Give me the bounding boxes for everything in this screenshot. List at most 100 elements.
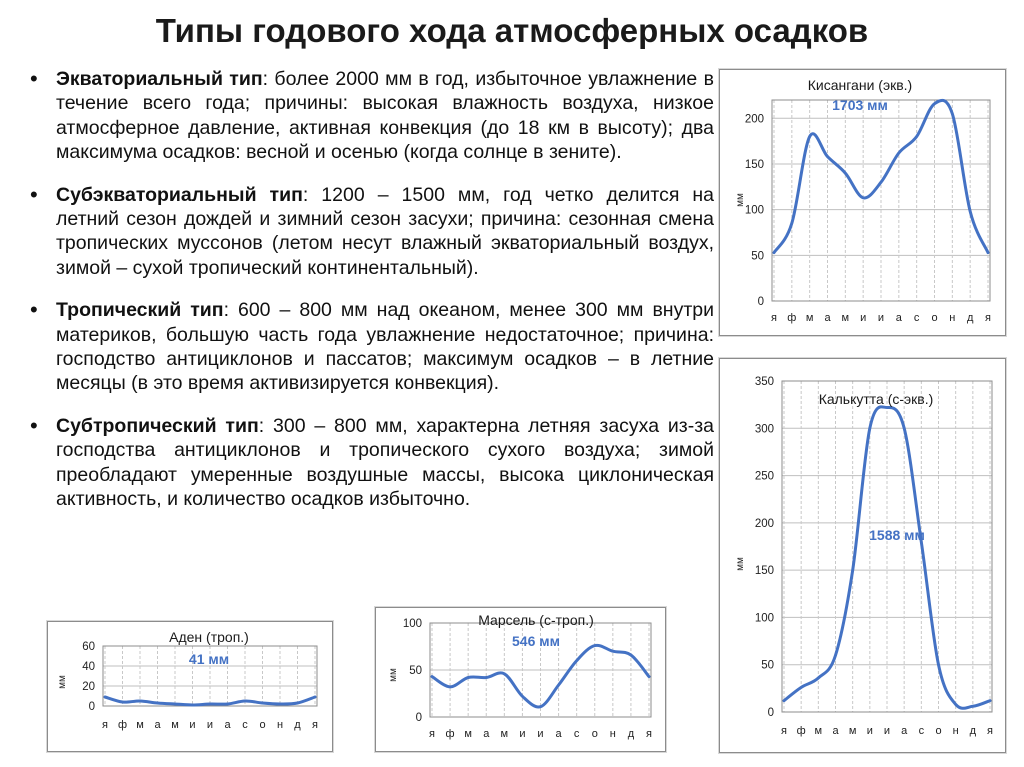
chart-total-label: 1703 мм — [832, 97, 888, 113]
data-point — [988, 699, 992, 702]
data-point — [968, 210, 972, 213]
data-point — [897, 151, 901, 155]
data-point — [879, 181, 883, 184]
x-tick-label: и — [878, 312, 884, 324]
x-tick-label: м — [815, 725, 823, 737]
data-point — [647, 675, 651, 678]
data-point — [861, 196, 865, 199]
chart-aden: 0 20 40 60 я ф м а м и и а с о н д я мм Аден (троп.) 41 мм — [47, 621, 333, 752]
data-point — [611, 650, 615, 653]
y-tick-label: 300 — [755, 423, 774, 435]
x-tick-label: м — [136, 719, 144, 731]
data-point — [986, 251, 990, 254]
data-point — [844, 171, 847, 175]
x-tick-label: я — [771, 312, 777, 324]
x-tick-label: н — [953, 725, 959, 737]
data-point — [575, 659, 578, 662]
bullet-icon: • — [30, 297, 38, 323]
data-point — [790, 222, 794, 225]
page-title: Типы годового хода атмосферных осадков — [155, 12, 869, 49]
plot-area — [781, 380, 993, 713]
data-point — [808, 135, 811, 138]
y-tick-label: 0 — [416, 712, 422, 724]
data-point — [485, 676, 488, 679]
data-point — [138, 699, 142, 703]
y-tick-label: 20 — [82, 681, 95, 693]
x-tick-label: а — [556, 728, 563, 740]
data-point — [313, 695, 317, 699]
x-tick-label: д — [967, 312, 974, 324]
x-tick-label: с — [574, 728, 580, 740]
item-text: : 600 – 800 мм над океаном, менее 300 мм… — [56, 299, 714, 395]
x-tick-label: и — [519, 728, 525, 740]
list-item-equatorial: • Экваториальный тип: более 2000 мм в год… — [30, 66, 714, 165]
item-title: Экваториальный тип — [56, 68, 263, 90]
x-tick-label: м — [501, 728, 509, 740]
y-tick-label: 200 — [745, 113, 764, 125]
x-tick-label: ф — [797, 725, 806, 737]
item-title: Субтропический тип — [56, 414, 259, 437]
data-point — [539, 705, 542, 708]
x-tick-label: о — [259, 719, 265, 731]
x-tick-label: я — [429, 728, 435, 740]
data-point — [296, 701, 299, 705]
x-tick-label: а — [224, 719, 231, 731]
y-tick-label: 60 — [82, 641, 95, 653]
x-tick-label: н — [610, 728, 616, 740]
x-tick-label: с — [914, 312, 920, 324]
list-item-subequatorial: • Субэкваториальный тип: 1200 – 1500 мм, … — [30, 182, 714, 281]
chart-kisangani: 0 50 100 150 200 я ф м а м и и а с о н д я мм Кисангани (эк… — [719, 69, 1006, 336]
data-point — [834, 654, 837, 657]
x-tick-label: я — [646, 728, 652, 740]
y-tick-label: 150 — [755, 565, 774, 577]
data-point — [208, 702, 212, 706]
y-tick-label: 100 — [403, 618, 422, 630]
data-point — [557, 683, 560, 687]
list-item-tropical: • Тропический тип: 600 – 800 мм над океан… — [30, 297, 714, 396]
x-tick-label: о — [931, 312, 937, 324]
data-point — [103, 695, 107, 699]
x-tick-label: о — [592, 728, 598, 740]
x-tick-label: ф — [446, 728, 455, 740]
y-tick-label: 50 — [409, 665, 422, 677]
plot-area — [429, 622, 652, 718]
x-tick-label: и — [884, 725, 890, 737]
data-point — [954, 703, 957, 706]
data-point — [593, 644, 596, 647]
bullet-icon: • — [30, 66, 38, 91]
data-point — [799, 686, 803, 689]
data-point — [826, 155, 829, 158]
y-axis-label: мм — [57, 675, 68, 689]
item-text: : 1200 – 1500 мм, год четко делится на л… — [56, 183, 714, 279]
bullet-icon: • — [30, 412, 38, 438]
chart-title: Калькутта (с-экв.) — [819, 391, 934, 407]
data-point — [430, 675, 434, 678]
chart-title: Кисангани (экв.) — [808, 77, 912, 93]
chart-total-label: 1588 мм — [869, 527, 925, 543]
x-tick-label: н — [277, 719, 283, 731]
data-point — [868, 427, 872, 430]
chart-calcutta: 0 50 100 150 200 250 300 350 я ф м а м и и а с о н д я мм Каль… — [719, 358, 1006, 753]
data-point — [261, 701, 264, 705]
data-point — [851, 568, 854, 572]
x-tick-label: о — [935, 725, 941, 737]
data-point — [448, 685, 452, 689]
plot-area — [771, 99, 991, 302]
data-point — [902, 427, 906, 430]
x-tick-label: я — [985, 312, 991, 324]
chart-title: Аден (троп.) — [169, 629, 249, 645]
chart-marseille: 0 50 100 я ф м а м и и а с о н д я мм Марсель (с-троп.) 54… — [375, 607, 666, 752]
x-tick-label: м — [842, 312, 850, 324]
item-text: : 300 – 800 мм, характерна летняя засуха… — [56, 414, 714, 511]
item-title: Субэкваториальный тип — [56, 183, 303, 206]
item-text: : более 2000 мм в год, избыточное увлажн… — [56, 68, 714, 164]
data-point — [503, 672, 506, 675]
item-title: Тропический тип — [56, 299, 224, 322]
x-tick-label: я — [102, 719, 108, 731]
data-point — [121, 700, 124, 704]
x-tick-label: я — [987, 725, 993, 737]
data-point — [629, 653, 633, 657]
y-axis-label: мм — [388, 668, 399, 682]
